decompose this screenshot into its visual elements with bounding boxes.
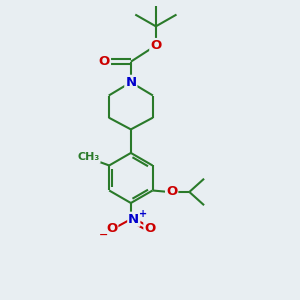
Text: −: −: [99, 230, 108, 239]
Text: CH₃: CH₃: [77, 152, 100, 162]
Text: N: N: [125, 76, 136, 89]
Text: O: O: [144, 221, 156, 235]
Text: N: N: [128, 213, 140, 226]
Text: +: +: [139, 209, 147, 219]
Text: O: O: [99, 55, 110, 68]
Text: O: O: [150, 39, 161, 52]
Text: O: O: [166, 185, 177, 199]
Text: O: O: [106, 221, 117, 235]
